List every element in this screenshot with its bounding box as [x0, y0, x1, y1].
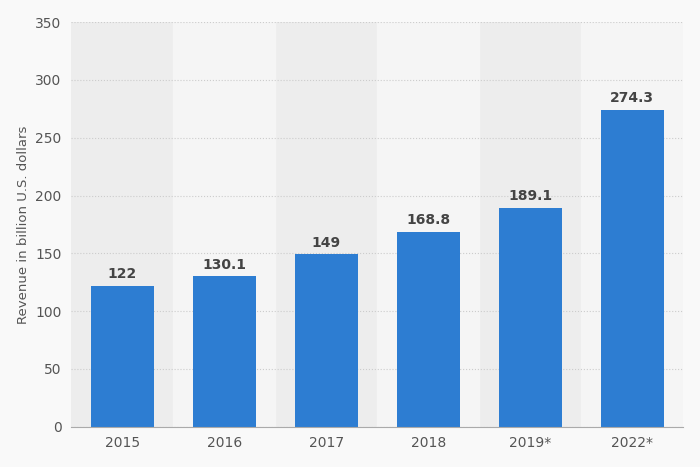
Bar	[174, 22, 275, 427]
Text: 189.1: 189.1	[508, 190, 552, 204]
Bar	[581, 22, 683, 427]
Bar	[397, 232, 460, 427]
Bar	[295, 255, 358, 427]
Bar	[601, 110, 664, 427]
Text: 130.1: 130.1	[202, 258, 246, 272]
Bar	[193, 276, 256, 427]
Text: 274.3: 274.3	[610, 91, 654, 105]
Text: 168.8: 168.8	[406, 213, 450, 227]
Bar	[498, 208, 562, 427]
Text: 149: 149	[312, 236, 341, 250]
Text: 122: 122	[108, 267, 137, 281]
Bar	[377, 22, 480, 427]
Bar	[91, 286, 154, 427]
Y-axis label: Revenue in billion U.S. dollars: Revenue in billion U.S. dollars	[17, 125, 29, 324]
